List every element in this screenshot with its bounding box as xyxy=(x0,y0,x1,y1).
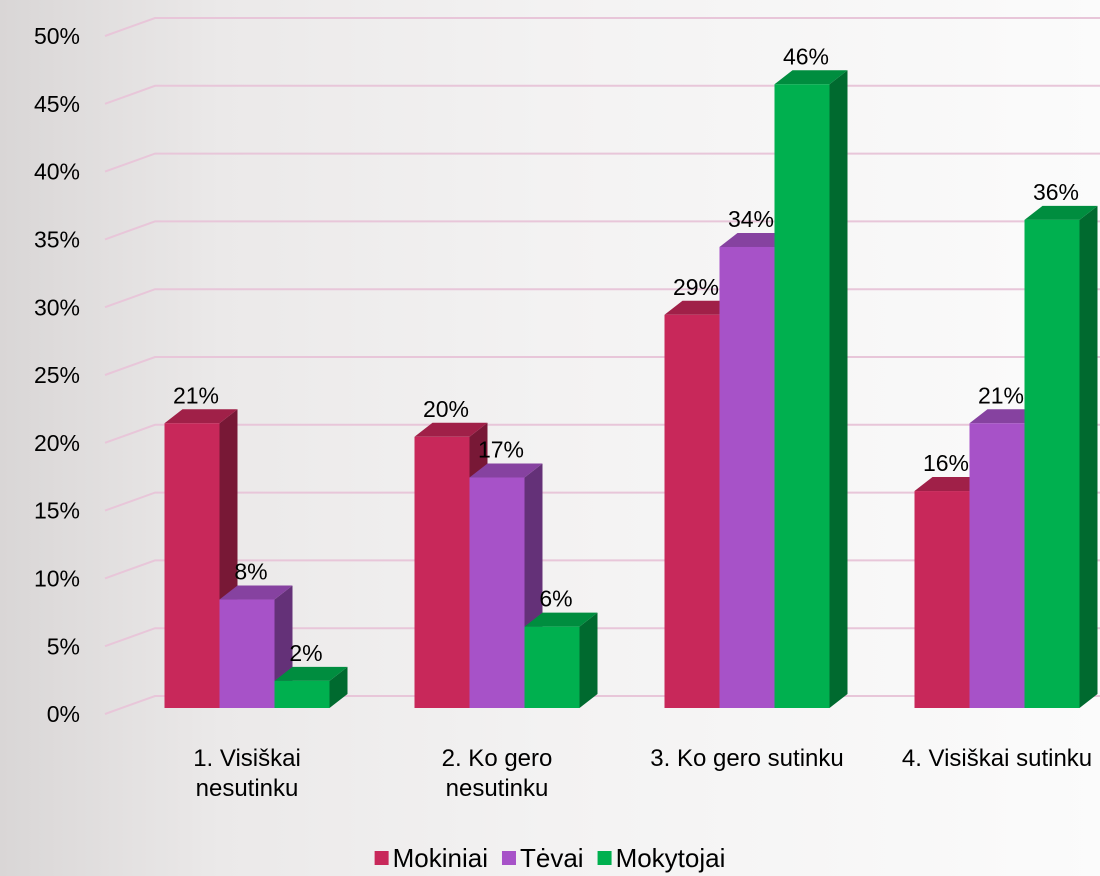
value-label: 36% xyxy=(1033,179,1079,205)
legend-swatch xyxy=(598,851,612,865)
grid-line xyxy=(105,357,1100,375)
y-tick-label: 35% xyxy=(34,226,80,252)
bar xyxy=(1025,206,1098,708)
bar-front xyxy=(970,423,1025,708)
chart: 0% 5% 10% 15% 20% 25% 30% 35% 40% 45% 50% 21% 8% 2% 20… xyxy=(0,0,1100,876)
grid-line xyxy=(105,425,1100,443)
y-tick-label: 50% xyxy=(34,23,80,49)
bar-side xyxy=(1080,206,1098,708)
bar-side xyxy=(580,613,598,708)
x-tick-label: 2. Ko gero nesutinku xyxy=(397,744,597,804)
legend-label: Tėvai xyxy=(520,843,584,873)
bar-front xyxy=(220,600,275,708)
value-label: 8% xyxy=(234,559,267,585)
value-label: 6% xyxy=(539,586,572,612)
value-label: 2% xyxy=(289,640,322,666)
y-tick-label: 0% xyxy=(47,701,80,727)
y-tick-label: 45% xyxy=(34,91,80,117)
value-label: 29% xyxy=(673,274,719,300)
value-label: 16% xyxy=(923,450,969,476)
bar xyxy=(525,613,598,708)
grid-line xyxy=(105,154,1100,172)
bar-front xyxy=(915,491,970,708)
bar-front xyxy=(720,247,775,708)
value-label: 20% xyxy=(423,396,469,422)
bar-front xyxy=(165,423,220,708)
grid-line xyxy=(105,86,1100,104)
legend: Mokiniai Tėvai Mokytojai xyxy=(375,843,726,873)
legend-swatch xyxy=(375,851,389,865)
value-label: 46% xyxy=(783,43,829,69)
bar-front xyxy=(525,627,580,708)
legend-label: Mokytojai xyxy=(616,843,726,873)
bar xyxy=(275,667,348,708)
y-tick-label: 20% xyxy=(34,430,80,456)
bar-front xyxy=(775,84,830,708)
grid-line xyxy=(105,289,1100,307)
x-tick-label: 4. Visiškai sutinku xyxy=(897,744,1097,774)
y-tick-label: 15% xyxy=(34,498,80,524)
bar-front xyxy=(415,437,470,708)
x-tick-label: 3. Ko gero sutinku xyxy=(647,744,847,774)
value-label: 34% xyxy=(728,206,774,232)
bar-front xyxy=(665,315,720,708)
legend-swatch xyxy=(502,851,516,865)
value-label: 21% xyxy=(173,382,219,408)
y-tick-label: 40% xyxy=(34,159,80,185)
bar-side xyxy=(830,70,848,708)
value-label: 21% xyxy=(978,382,1024,408)
y-tick-label: 10% xyxy=(34,565,80,591)
x-tick-label: 1. Visiškai nesutinku xyxy=(147,744,347,804)
y-tick-label: 5% xyxy=(47,633,80,659)
bar-front xyxy=(470,477,525,708)
bar xyxy=(775,70,848,708)
value-label: 17% xyxy=(478,437,524,463)
legend-label: Mokiniai xyxy=(393,843,488,873)
grid-line xyxy=(105,221,1100,239)
grid-line xyxy=(105,18,1100,36)
y-tick-label: 30% xyxy=(34,294,80,320)
bar-front xyxy=(275,681,330,708)
y-tick-label: 25% xyxy=(34,362,80,388)
bar-front xyxy=(1025,220,1080,708)
